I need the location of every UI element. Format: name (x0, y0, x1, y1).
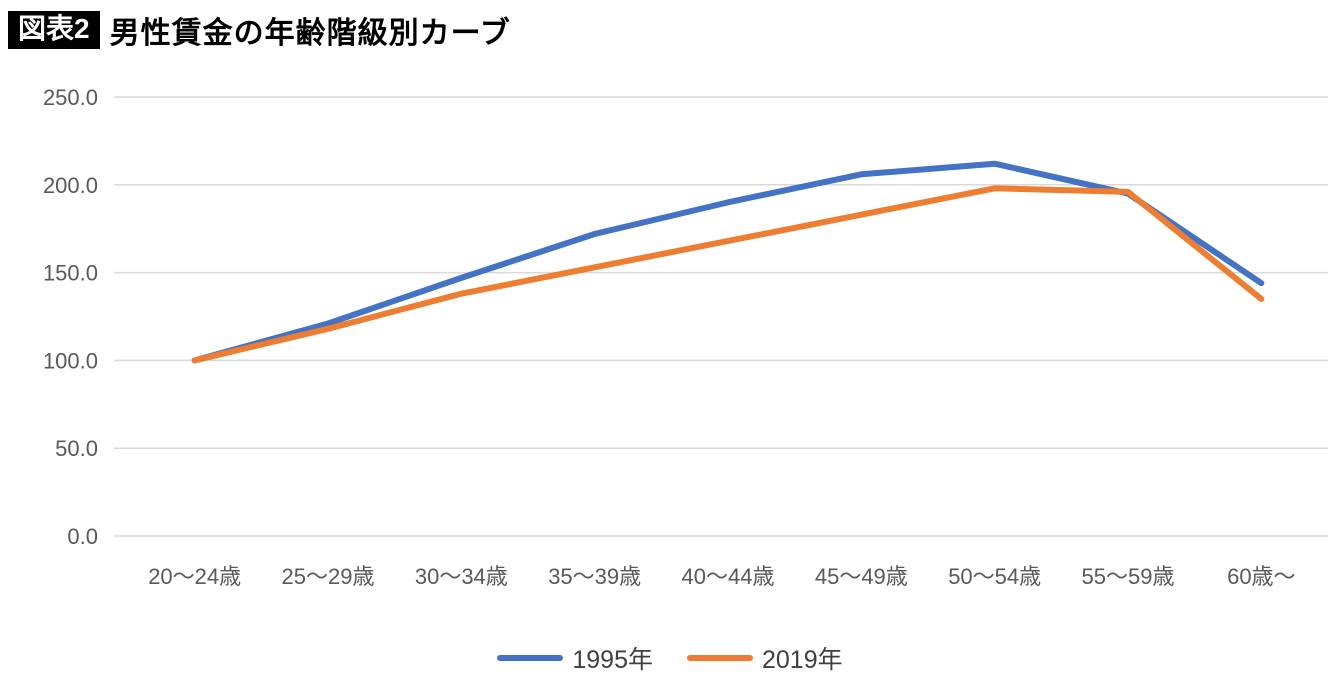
y-axis-tick-label: 100.0 (43, 348, 98, 373)
x-axis-tick-label: 45～49歳 (815, 564, 908, 589)
chart-legend: 1995年 2019年 (0, 640, 1340, 676)
x-axis-tick-label: 50～54歳 (948, 564, 1041, 589)
legend-label: 2019年 (762, 646, 843, 674)
legend-swatch-icon (497, 655, 564, 661)
x-axis-tick-label: 60歳～ (1227, 564, 1295, 589)
y-axis-tick-label: 50.0 (55, 436, 98, 461)
series-line-2019年 (191, 185, 1265, 364)
x-axis-tick-label: 20～24歳 (148, 564, 241, 589)
line-chart-plot-area: 0.0 50.0 100.0 150.0 200.0 250.0 20～24歳 25～29歳 3… (43, 85, 1328, 589)
chart-title-row: 図表2 男性賃金の年齢階級別カーブ (8, 8, 511, 52)
legend-item-2019年: 2019年 (687, 640, 843, 676)
y-axis-tick-label: 0.0 (67, 524, 98, 549)
legend-item-1995年: 1995年 (497, 640, 653, 676)
series-line-1995年 (191, 160, 1265, 364)
x-axis-tick-label: 30～34歳 (415, 564, 508, 589)
x-axis-tick-label: 25～29歳 (282, 564, 375, 589)
legend-label: 1995年 (572, 646, 653, 674)
y-axis-tick-label: 200.0 (43, 173, 98, 198)
chart-title: 男性賃金の年齢階級別カーブ (109, 17, 511, 50)
x-axis-tick-label: 40～44歳 (682, 564, 775, 589)
figure-number-badge: 図表2 (8, 10, 100, 50)
x-axis-tick-label: 35～39歳 (548, 564, 641, 589)
legend-swatch-icon (687, 655, 753, 661)
y-axis-tick-label: 150.0 (43, 261, 98, 286)
y-axis-tick-label: 250.0 (43, 85, 98, 110)
x-axis-tick-label: 55～59歳 (1082, 564, 1175, 589)
